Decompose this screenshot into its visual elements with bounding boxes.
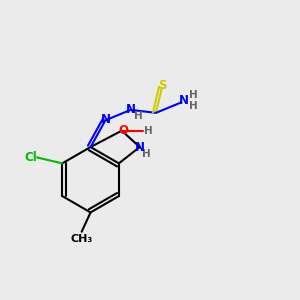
- Text: H: H: [143, 126, 152, 136]
- Text: N: N: [126, 103, 136, 116]
- Text: H: H: [142, 149, 151, 160]
- Text: CH₃: CH₃: [70, 234, 93, 244]
- Text: N: N: [178, 94, 189, 107]
- Text: N: N: [100, 113, 110, 126]
- Text: Cl: Cl: [24, 151, 37, 164]
- Text: H: H: [189, 90, 198, 100]
- Text: O: O: [119, 124, 129, 137]
- Text: N: N: [135, 140, 145, 154]
- Text: H: H: [189, 101, 198, 111]
- Text: S: S: [158, 79, 166, 92]
- Text: H: H: [134, 111, 142, 121]
